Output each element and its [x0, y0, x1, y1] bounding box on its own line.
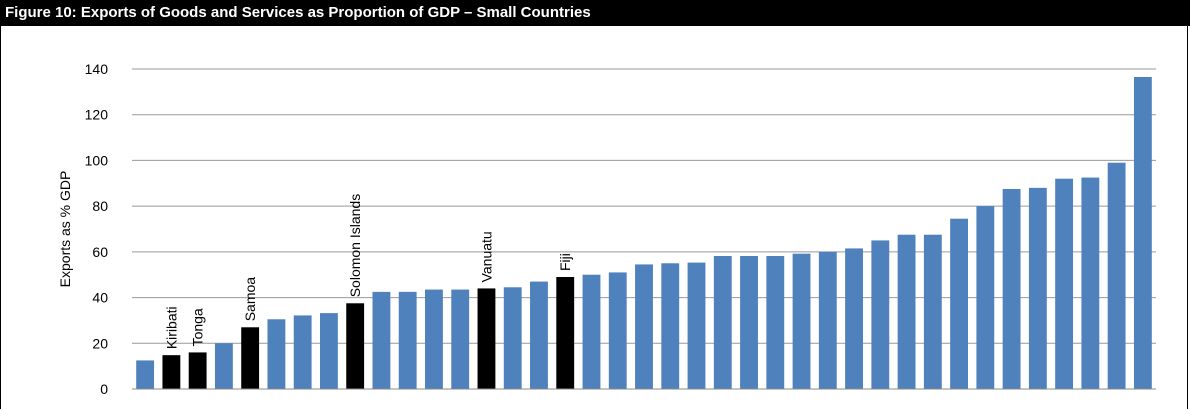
bar [792, 253, 811, 389]
bar [451, 289, 470, 389]
y-tick-label: 140 [85, 61, 109, 77]
bar [293, 315, 312, 389]
bar [871, 240, 890, 389]
bar [1055, 178, 1074, 389]
bar [950, 218, 969, 389]
y-tick-label: 100 [85, 152, 109, 168]
bar [372, 291, 391, 389]
y-tick-label: 120 [85, 107, 109, 123]
bar [1028, 187, 1047, 389]
y-axis-label: Exports as % GDP [57, 171, 73, 288]
bar [477, 288, 496, 389]
bar-country-label: Solomon Islands [347, 194, 363, 298]
bar-labels: Kiribati Tonga Samoa Solomon Islands Vanuatu… [163, 194, 573, 349]
bar [214, 343, 233, 389]
bar [319, 313, 338, 389]
bar-country-label: Vanuatu [478, 231, 494, 282]
bar [136, 360, 155, 389]
bar [556, 277, 575, 389]
bar [267, 319, 286, 389]
bar [1002, 189, 1021, 389]
bar [766, 255, 785, 389]
bar [845, 248, 863, 389]
y-axis-ticks: 0 20 40 60 80 100 120 140 [85, 61, 109, 397]
bar [661, 263, 680, 389]
bar [398, 291, 417, 389]
bar-country-label: Tonga [190, 308, 206, 346]
bar [818, 251, 837, 389]
bar [1107, 162, 1126, 389]
bar [425, 289, 443, 389]
bar [162, 355, 181, 389]
y-tick-label: 0 [100, 381, 108, 397]
bar [740, 255, 758, 389]
bar [346, 303, 365, 389]
bar [897, 234, 916, 389]
bar [503, 287, 522, 389]
bar-country-label: Kiribati [163, 306, 179, 349]
bar-chart: 0 20 40 60 80 100 120 140 Exports as % GDP Kiri… [57, 61, 1156, 397]
bar [713, 255, 732, 389]
y-tick-label: 40 [92, 290, 108, 306]
bar-country-label: Samoa [242, 277, 258, 322]
y-tick-label: 80 [92, 198, 108, 214]
bar [188, 352, 207, 389]
bar [241, 327, 260, 389]
bar [1081, 177, 1100, 389]
y-tick-label: 60 [92, 244, 108, 260]
bar [582, 274, 601, 389]
figure-title: Figure 10: Exports of Goods and Services… [0, 0, 1190, 26]
y-tick-label: 20 [92, 335, 108, 351]
bar [687, 262, 706, 389]
bar [635, 264, 653, 389]
bar [530, 281, 548, 389]
bar [923, 234, 942, 389]
bar [1133, 77, 1152, 389]
bar [608, 272, 627, 389]
bar-country-label: Fiji [557, 253, 573, 271]
bar [976, 206, 995, 389]
bars [136, 77, 1152, 389]
